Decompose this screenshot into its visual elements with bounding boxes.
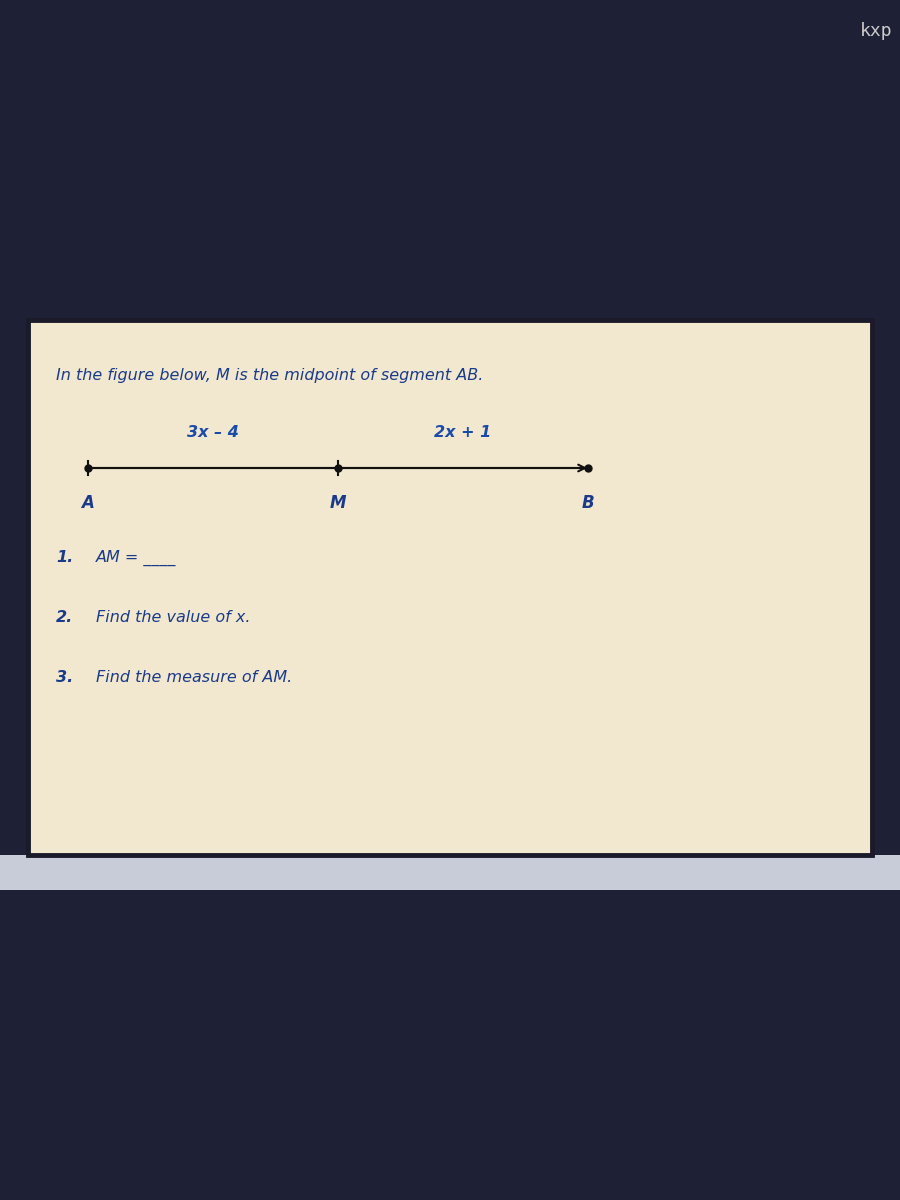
Bar: [0, 854, 900, 890]
Text: 1.: 1.: [56, 550, 73, 565]
Text: A: A: [82, 494, 94, 512]
Text: Find the value of x.: Find the value of x.: [96, 610, 250, 625]
Text: kxp: kxp: [860, 22, 892, 40]
Text: In the figure below, M is the midpoint of segment AB.: In the figure below, M is the midpoint o…: [56, 368, 483, 383]
Text: 3x – 4: 3x – 4: [187, 425, 238, 440]
Text: B: B: [581, 494, 594, 512]
Text: M: M: [329, 494, 346, 512]
Text: AM = ____: AM = ____: [96, 550, 176, 566]
Bar: [28, 320, 872, 854]
Text: 3.: 3.: [56, 670, 73, 685]
Text: 2x + 1: 2x + 1: [435, 425, 491, 440]
Text: 2.: 2.: [56, 610, 73, 625]
Text: Find the measure of AM.: Find the measure of AM.: [96, 670, 292, 685]
